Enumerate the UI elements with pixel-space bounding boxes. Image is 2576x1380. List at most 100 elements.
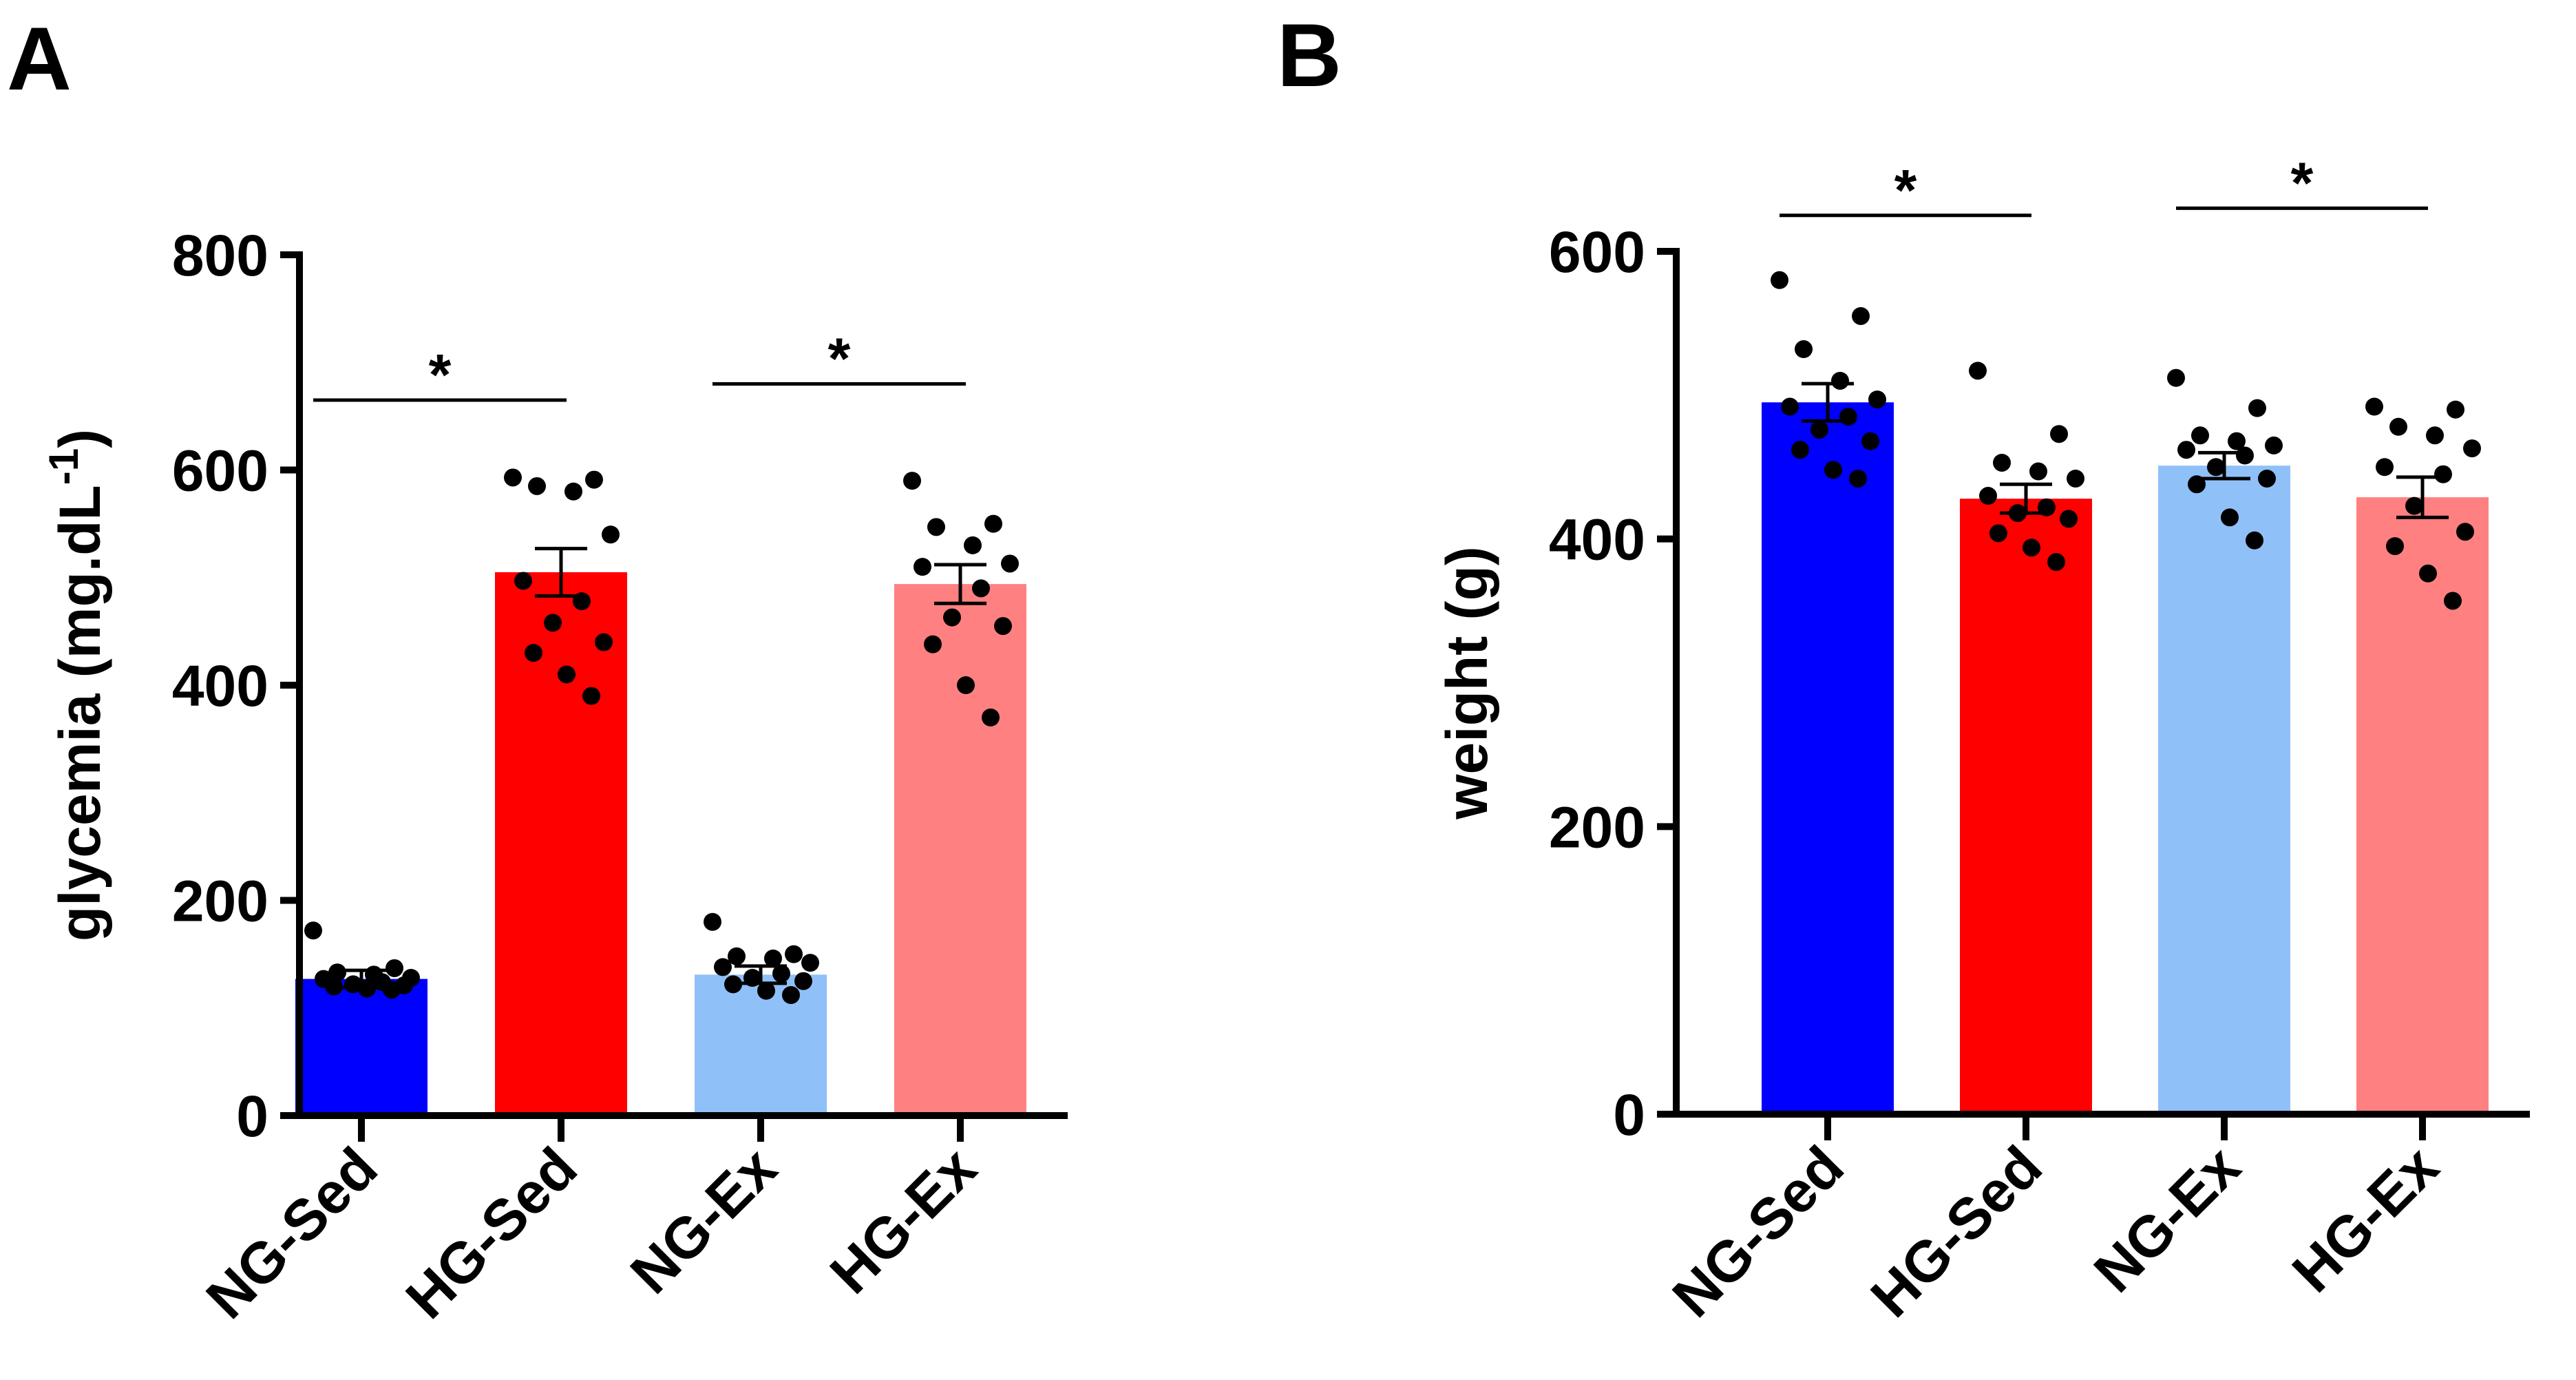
- data-point: [544, 614, 562, 632]
- data-point: [525, 644, 542, 662]
- data-point: [1979, 487, 1997, 505]
- bar-hg-sed: [495, 572, 627, 1116]
- data-point: [924, 635, 942, 654]
- data-point: [1861, 432, 1879, 450]
- data-point: [2067, 469, 2084, 488]
- data-point: [704, 912, 721, 931]
- data-point: [2463, 439, 2481, 458]
- data-point: [2047, 553, 2065, 572]
- data-point: [2023, 539, 2040, 557]
- data-point: [714, 958, 732, 976]
- bar-ng-ex: [695, 974, 827, 1116]
- data-point: [943, 608, 961, 627]
- data-point: [2177, 441, 2195, 459]
- data-point: [2386, 537, 2404, 556]
- data-point: [2426, 426, 2444, 445]
- data-point: [757, 981, 775, 1000]
- y-tick-label: 600: [1549, 220, 1645, 284]
- data-point: [2248, 399, 2266, 417]
- data-point: [984, 514, 1002, 533]
- data-point: [528, 477, 546, 495]
- data-point: [514, 572, 532, 590]
- data-point: [344, 975, 362, 994]
- data-point: [2265, 436, 2283, 454]
- data-point: [982, 708, 1000, 726]
- data-point: [2434, 465, 2452, 483]
- data-point: [2228, 432, 2246, 450]
- data-point: [504, 468, 522, 487]
- data-point: [1824, 461, 1842, 479]
- data-point: [927, 518, 945, 536]
- y-tick-label: 400: [172, 654, 268, 718]
- category-label: NG-Sed: [1660, 1133, 1855, 1329]
- data-point: [957, 676, 975, 694]
- data-point: [903, 472, 921, 490]
- data-point: [1969, 362, 1987, 380]
- bar-ng-sed: [295, 979, 427, 1116]
- y-tick-label: 400: [1549, 508, 1645, 572]
- data-point: [2389, 417, 2407, 436]
- data-point: [585, 470, 603, 489]
- data-point: [386, 959, 403, 977]
- significance-star: *: [2291, 150, 2314, 215]
- data-point: [1831, 371, 1849, 390]
- data-point: [595, 633, 613, 651]
- data-point: [794, 972, 812, 990]
- data-point: [558, 665, 576, 684]
- data-point: [328, 963, 346, 982]
- chart-panel-b: B 0 200 400 600 NG-Sed HG-Sed NG-Ex HG-Ex * * weigh…: [1277, 5, 2530, 1330]
- bar-hg-ex: [2356, 497, 2489, 1114]
- data-point: [2419, 564, 2437, 583]
- data-point: [2447, 400, 2464, 419]
- panel-label: B: [1277, 5, 1342, 105]
- data-point: [2376, 458, 2394, 477]
- data-point: [1791, 441, 1809, 459]
- data-point: [2029, 462, 2047, 481]
- data-point: [2365, 397, 2383, 416]
- y-tick-label: 0: [236, 1084, 268, 1149]
- y-tick-label: 200: [172, 869, 268, 934]
- category-label: NG-Sed: [193, 1135, 389, 1330]
- significance-star: *: [429, 342, 452, 407]
- panel-label: A: [7, 8, 72, 109]
- y-axis-title-close: ): [47, 429, 112, 448]
- data-point: [1001, 554, 1019, 573]
- data-point: [582, 687, 600, 705]
- data-point: [304, 921, 322, 940]
- y-tick-label: 0: [1613, 1083, 1645, 1147]
- data-point: [2191, 426, 2209, 445]
- data-point: [564, 482, 582, 501]
- significance-star: *: [1894, 158, 1917, 222]
- data-point: [743, 969, 761, 987]
- data-point: [1852, 306, 1870, 325]
- category-label: HG-Sed: [1858, 1133, 2054, 1329]
- data-point: [2405, 496, 2423, 515]
- category-label: NG-Ex: [618, 1135, 789, 1306]
- data-point: [2456, 523, 2474, 541]
- data-point: [2444, 592, 2462, 610]
- data-point: [782, 986, 800, 1004]
- category-label: HG-Sed: [393, 1135, 589, 1330]
- data-point: [1781, 397, 1799, 416]
- y-axis-title-text: weight (g): [1435, 546, 1499, 820]
- data-point: [2207, 458, 2225, 477]
- significance-star: *: [828, 326, 851, 391]
- data-point: [602, 525, 620, 544]
- data-point: [964, 536, 982, 554]
- data-point: [2236, 446, 2254, 465]
- category-label: NG-Ex: [2082, 1133, 2252, 1304]
- data-point: [1993, 453, 2011, 472]
- data-point: [724, 975, 742, 994]
- data-point: [1849, 469, 1867, 488]
- category-label: HG-Ex: [818, 1135, 989, 1306]
- bar-hg-ex: [894, 584, 1026, 1116]
- data-point: [2009, 504, 2027, 523]
- data-point: [325, 977, 343, 996]
- data-point: [358, 979, 376, 998]
- data-point: [785, 945, 803, 963]
- data-point: [2060, 510, 2078, 528]
- data-point: [994, 617, 1012, 636]
- y-tick-label: 200: [1549, 795, 1645, 859]
- data-point: [2246, 531, 2263, 550]
- y-axis-title-superscript: -1: [41, 448, 87, 485]
